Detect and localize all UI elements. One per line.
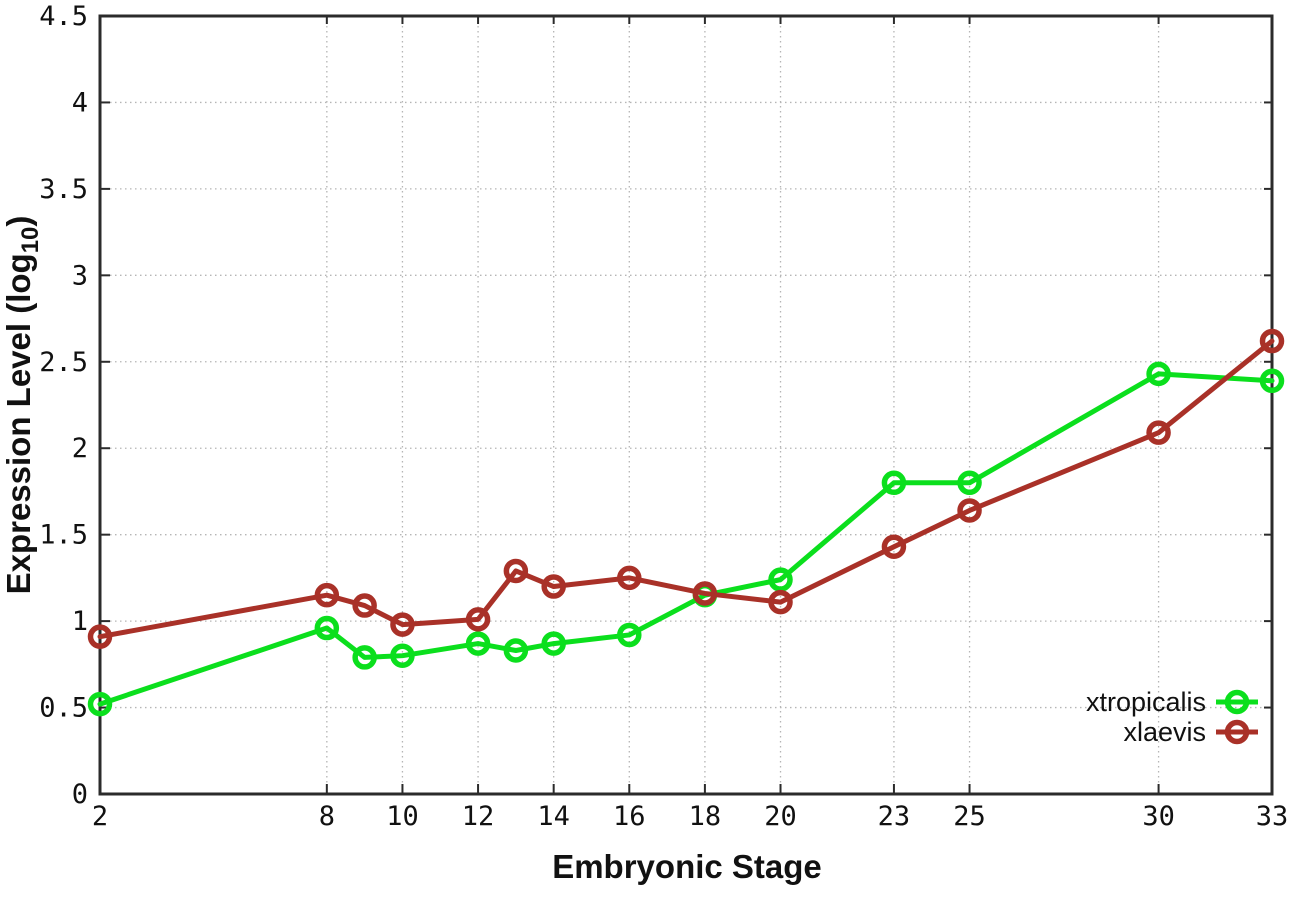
data-point-xlaevis-stage-16: [617, 565, 642, 591]
y-axis-title-close: ): [0, 216, 37, 227]
x-axis-title: Embryonic Stage: [552, 848, 822, 885]
x-tick-label-2: 2: [92, 801, 108, 832]
data-point-xtropicalis-stage-20: [768, 567, 793, 592]
x-tick-label-18: 18: [689, 801, 722, 832]
data-point-xtropicalis-stage-30: [1146, 361, 1171, 387]
legend-item-xtropicalis: xtropicalis: [1086, 687, 1258, 717]
data-point-xtropicalis-stage-16: [617, 622, 642, 648]
tick-labels: 2 8 10 12 14 16 18 20 23 25 30 33 0 0.5 1 1.5 2 2.5 3 3.5 4 4…: [39, 1, 1288, 832]
data-point-xtropicalis-stage-23: [881, 470, 907, 496]
x-tick-label-8: 8: [319, 801, 335, 832]
x-tick-label-25: 25: [953, 801, 986, 832]
x-tick-label-10: 10: [386, 801, 419, 832]
data-point-xlaevis-stage-8: [314, 582, 340, 608]
x-tick-label-14: 14: [537, 801, 570, 832]
data-point-xlaevis-stage-12: [465, 607, 491, 632]
y-tick-label-3.5: 3.5: [39, 174, 88, 205]
y-tick-label-0: 0: [72, 779, 88, 810]
data-point-xlaevis-stage-10: [390, 612, 415, 637]
y-tick-label-1.5: 1.5: [39, 520, 88, 551]
data-point-xlaevis-stage-30: [1146, 420, 1171, 445]
legend-marker-xlaevis: [1224, 719, 1250, 745]
legend-label-xtropicalis: xtropicalis: [1086, 687, 1206, 717]
data-point-xtropicalis-stage-10: [390, 643, 415, 668]
y-tick-label-3: 3: [72, 260, 88, 291]
data-point-xlaevis-stage-9: [352, 593, 377, 618]
y-axis-title-text: Expression Level (log: [0, 253, 37, 594]
plot-border: [98, 14, 1274, 796]
data-point-xtropicalis-stage-13: [503, 638, 529, 663]
legend-label-xlaevis: xlaevis: [1123, 717, 1206, 747]
y-tick-label-1: 1: [72, 606, 88, 637]
x-tick-label-33: 33: [1256, 801, 1289, 832]
y-tick-label-0.5: 0.5: [39, 693, 88, 724]
data-series: [87, 328, 1285, 717]
y-tick-label-2.5: 2.5: [39, 347, 88, 378]
series-line-xlaevis: [97, 338, 1275, 640]
y-tick-label-4: 4: [72, 87, 88, 118]
series-line-xtropicalis: [97, 371, 1275, 707]
data-point-xlaevis-stage-33: [1259, 328, 1285, 354]
data-point-xlaevis-stage-2: [87, 624, 113, 649]
axes: [98, 14, 1274, 796]
data-point-xlaevis-stage-23: [881, 534, 907, 560]
x-tick-label-16: 16: [613, 801, 646, 832]
data-point-xtropicalis-stage-9: [352, 645, 377, 670]
gridlines: [100, 16, 1272, 794]
x-tick-label-20: 20: [764, 801, 797, 832]
data-point-xtropicalis-stage-12: [465, 631, 491, 656]
data-point-xlaevis-stage-20: [768, 589, 793, 615]
data-point-xtropicalis-stage-33: [1259, 368, 1285, 394]
data-point-xlaevis-stage-14: [541, 574, 566, 599]
data-point-xlaevis-stage-25: [957, 498, 982, 523]
y-tick-label-4.5: 4.5: [39, 1, 88, 32]
legend-item-xlaevis: xlaevis: [1123, 717, 1258, 747]
y-tick-label-2: 2: [72, 433, 88, 464]
legend-marker-xtropicalis: [1224, 689, 1250, 715]
data-point-xtropicalis-stage-2: [87, 691, 113, 717]
data-point-xtropicalis-stage-14: [541, 631, 566, 656]
x-tick-label-12: 12: [462, 801, 495, 832]
x-tick-label-30: 30: [1142, 801, 1175, 832]
data-point-xtropicalis-stage-25: [957, 470, 982, 496]
data-point-xtropicalis-stage-8: [314, 615, 340, 641]
x-tick-label-23: 23: [878, 801, 911, 832]
y-axis-title-subscript: 10: [17, 227, 44, 254]
y-axis-title: Expression Level (log10): [0, 216, 44, 595]
data-point-xlaevis-stage-18: [692, 581, 718, 606]
data-point-xlaevis-stage-13: [503, 558, 529, 584]
